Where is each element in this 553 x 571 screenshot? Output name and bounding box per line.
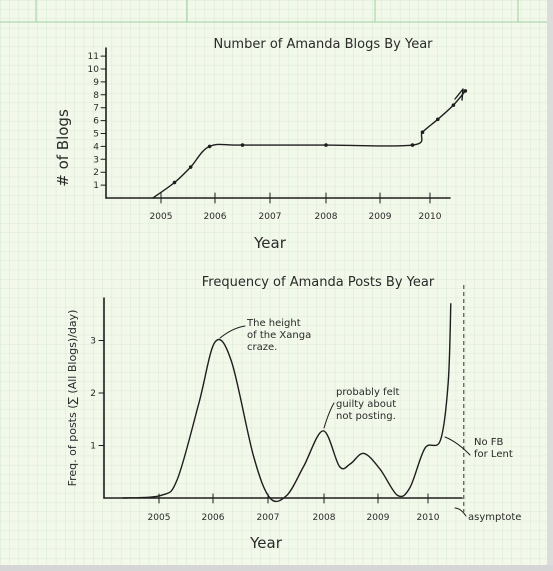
- annotation-arrow: [219, 325, 246, 339]
- annotation-arrow: [444, 436, 471, 456]
- chart2-ytick-label: 1: [90, 442, 96, 452]
- chart1-xlabel: Year: [253, 234, 287, 252]
- chart1-ytick-label: 2: [93, 168, 99, 178]
- annotation-line: not posting.: [336, 411, 396, 422]
- chart1-xtick-label: 2008: [315, 212, 338, 222]
- chart2-ytick-label: 3: [90, 337, 96, 347]
- post-frequency-chart: Frequency of Amanda Posts By Year Freq. …: [66, 275, 521, 552]
- chart1-ytick-label: 4: [93, 142, 99, 152]
- chart1-data-point: [240, 143, 245, 147]
- chart1-xtick-label: 2007: [259, 212, 282, 222]
- chart1-data-point: [207, 144, 212, 149]
- chart1-ytick-label: 9: [93, 78, 99, 88]
- chart1-xtick-label: 2009: [369, 212, 392, 222]
- chart1-data-point: [410, 143, 415, 147]
- blogs-per-year-chart: Number of Amanda Blogs By Year # of Blog…: [54, 37, 468, 252]
- chart2-ylabel: Freq. of posts (∑ (All Blogs)/day): [66, 310, 79, 487]
- chart1-data-point: [188, 165, 193, 169]
- chart1-ytick-label: 11: [88, 52, 99, 62]
- annotation-line: No FB: [474, 437, 504, 448]
- chart1-data-point: [172, 180, 177, 185]
- annotation-text: The height of the Xanga craze.: [246, 318, 311, 353]
- chart1-arrowhead: [454, 88, 464, 101]
- chart1-data-point: [324, 143, 328, 147]
- chart2-title: Frequency of Amanda Posts By Year: [202, 275, 435, 290]
- chart1-data-point: [420, 130, 425, 135]
- chart1-xtick-label: 2006: [204, 212, 227, 222]
- chart1-ytick-label: 1: [93, 181, 99, 191]
- chart1-ytick-label: 7: [93, 104, 99, 114]
- chart1-ytick-label: 10: [88, 65, 100, 75]
- chart1-title: Number of Amanda Blogs By Year: [213, 37, 433, 52]
- annotation-line: of the Xanga: [247, 330, 311, 341]
- chart1-ytick-label: 6: [93, 117, 99, 127]
- chart1-xtick-label: 2005: [150, 212, 173, 222]
- chart2-ytick-label: 2: [90, 389, 96, 399]
- chart1-data-point: [436, 117, 440, 122]
- chart2-xtick-label: 2006: [202, 513, 225, 523]
- chart2-xtick-label: 2007: [257, 513, 280, 523]
- annotation-arrow: [454, 507, 467, 517]
- annotation-line: for Lent: [474, 449, 513, 460]
- annotation-text: asymptote: [468, 512, 521, 523]
- annotation-line: The height: [246, 318, 301, 329]
- annotation-text: No FB for Lent: [474, 437, 513, 460]
- annotation-line: asymptote: [468, 512, 521, 523]
- annotation-text: probably felt guilty about not posting.: [336, 387, 400, 422]
- annotation-line: craze.: [247, 342, 277, 353]
- chart1-data-point: [463, 89, 468, 93]
- chart1-ylabel: # of Blogs: [54, 109, 72, 187]
- chart2-xtick-label: 2008: [313, 513, 336, 523]
- chart1-xtick-label: 2010: [419, 212, 442, 222]
- chart2-xlabel: Year: [249, 534, 283, 552]
- annotation-arrow: [323, 402, 335, 429]
- annotation-line: guilty about: [336, 399, 396, 410]
- chart2-series-line: [122, 303, 452, 503]
- chart1-data-point: [451, 103, 456, 107]
- chart1-ytick-label: 8: [93, 91, 99, 101]
- chart1-ytick-label: 3: [93, 155, 99, 165]
- chart1-ytick-label: 5: [93, 130, 99, 140]
- chart2-xtick-label: 2005: [148, 513, 171, 523]
- chart2-xtick-label: 2010: [417, 513, 440, 523]
- chart2-xtick-label: 2009: [367, 513, 390, 523]
- annotation-line: probably felt: [336, 387, 400, 398]
